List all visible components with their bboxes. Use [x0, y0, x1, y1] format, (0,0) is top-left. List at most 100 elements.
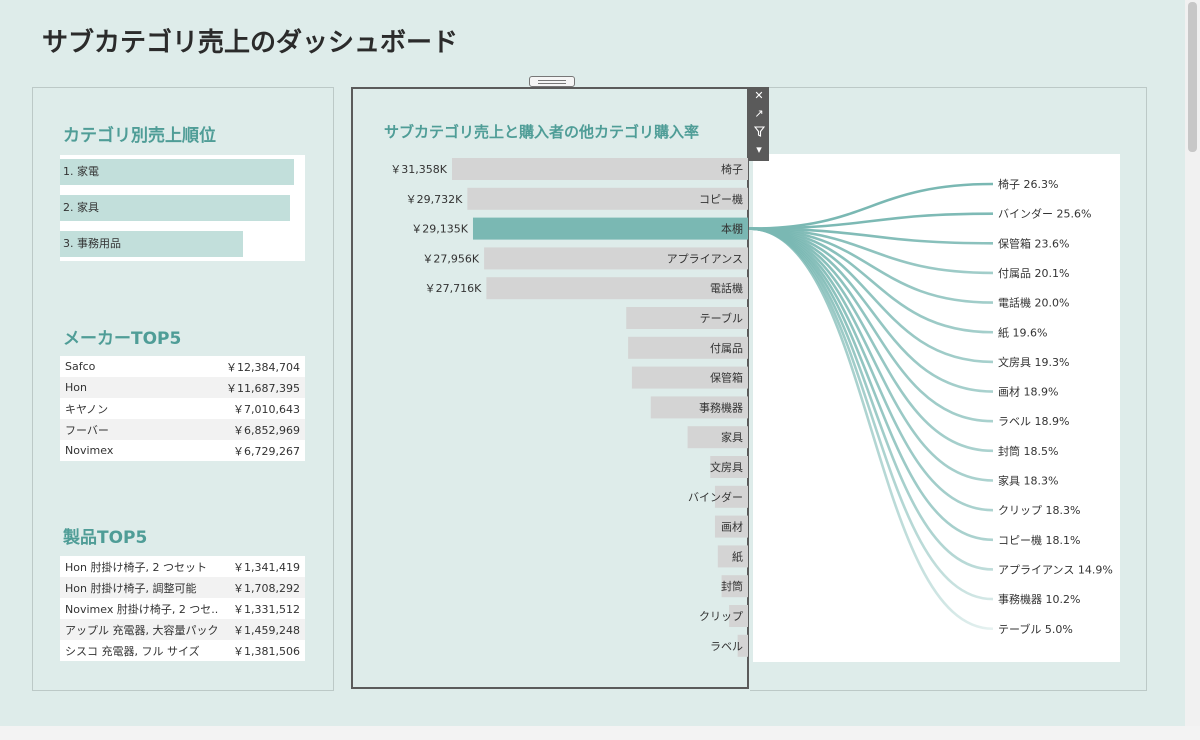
bar-category-label[interactable]: 椅子 — [721, 162, 743, 176]
table-row[interactable]: Hon 肘掛け椅子, 調整可能 ￥1,708,292 — [60, 577, 305, 598]
close-icon[interactable]: ✕ — [754, 89, 764, 102]
bar-3[interactable] — [484, 247, 748, 270]
bar-4[interactable] — [486, 277, 748, 300]
flow-8[interactable] — [748, 227, 994, 423]
table-row[interactable]: Safco ￥12,384,704 — [60, 356, 305, 377]
bar-10[interactable] — [710, 456, 748, 478]
product-name: アップル 充電器, 大容量パック — [60, 619, 227, 640]
bar-5[interactable] — [626, 307, 748, 329]
flow-0[interactable] — [748, 182, 994, 230]
category-rank-bar[interactable] — [60, 231, 243, 257]
bar-value-label[interactable]: ￥27,956K — [422, 252, 479, 265]
sankey-target-label: アプライアンス 14.9% — [998, 563, 1113, 576]
product-top5-table: Hon 肘掛け椅子, 2 つセット ￥1,341,419 Hon 肘掛け椅子, 調… — [60, 556, 305, 661]
table-row[interactable]: Novimex ￥6,729,267 — [60, 440, 305, 461]
bar-category-label[interactable]: コピー機 — [699, 192, 743, 206]
flow-15[interactable] — [748, 227, 994, 631]
bar-0[interactable] — [452, 158, 748, 180]
more-options-icon[interactable]: ▾ — [756, 143, 762, 156]
category-rank-bar[interactable] — [60, 159, 294, 185]
sankey-target-label: 文房具 19.3% — [998, 355, 1069, 369]
sankey-target-label: 家具 18.3% — [998, 474, 1058, 488]
product-name: シスコ 充電器, フル サイズ — [60, 640, 227, 661]
bar-value-label[interactable]: ￥27,716K — [425, 282, 482, 295]
table-row[interactable]: キヤノン ￥7,010,643 — [60, 398, 305, 419]
sankey-target-label: 付属品 20.1% — [998, 267, 1069, 280]
sankey-target-label: ラベル 18.9% — [998, 415, 1069, 428]
maker-top5-table: Safco ￥12,384,704 Hon ￥11,687,395 キヤノン ￥7,0… — [60, 356, 305, 461]
bar-value-label[interactable]: ￥29,135K — [411, 223, 468, 236]
bar-category-label[interactable]: 画材 — [721, 520, 743, 534]
sankey-target-label: 紙 19.6% — [998, 325, 1047, 339]
bar-15[interactable] — [729, 605, 748, 627]
bar-category-label[interactable]: 紙 — [732, 549, 743, 563]
bar-6[interactable] — [628, 336, 748, 359]
drag-handle[interactable] — [529, 76, 575, 87]
table-row[interactable]: アップル 充電器, 大容量パック ￥1,459,248 — [60, 619, 305, 640]
flow-1[interactable] — [748, 212, 994, 230]
table-row[interactable]: Novimex 肘掛け椅子, 2 つセ.. ￥1,331,512 — [60, 598, 305, 619]
sankey-target-label: コピー機 18.1% — [998, 533, 1080, 547]
category-rank-box: 1. 家電 2. 家具 3. 事務用品 — [60, 155, 305, 261]
bar-category-label[interactable]: バインダー — [688, 490, 743, 504]
maker-name: キヤノン — [60, 398, 161, 419]
maker-name: Novimex — [60, 440, 161, 461]
table-row[interactable]: シスコ 充電器, フル サイズ ￥1,381,506 — [60, 640, 305, 661]
table-row[interactable]: Hon 肘掛け椅子, 2 つセット ￥1,341,419 — [60, 556, 305, 577]
maker-sales: ￥12,384,704 — [160, 356, 305, 377]
bar-category-label[interactable]: 家具 — [721, 430, 743, 444]
table-row[interactable]: フーバー ￥6,852,969 — [60, 419, 305, 440]
bar-1[interactable] — [467, 187, 748, 210]
filter-icon[interactable] — [749, 123, 769, 141]
product-sales: ￥1,708,292 — [226, 577, 305, 598]
scrollbar-thumb[interactable] — [1188, 2, 1197, 152]
product-sales: ￥1,341,419 — [226, 556, 305, 577]
bar-12[interactable] — [714, 515, 748, 538]
bar-category-label[interactable]: 事務機器 — [699, 400, 743, 414]
bar-category-label[interactable]: クリップ — [699, 610, 743, 623]
floating-toolbar: ✕ ↗ ▾ — [749, 87, 769, 161]
bar-category-label[interactable]: 保管箱 — [710, 371, 743, 385]
open-in-new-icon[interactable]: ↗ — [754, 107, 764, 120]
bar-8[interactable] — [650, 396, 748, 419]
left-panel — [32, 87, 334, 691]
bar-7[interactable] — [631, 366, 748, 389]
bar-14[interactable] — [721, 575, 748, 598]
table-row[interactable]: Hon ￥11,687,395 — [60, 377, 305, 398]
bar-9[interactable] — [687, 426, 748, 449]
product-sales: ￥1,381,506 — [226, 640, 305, 661]
bar-16[interactable] — [737, 634, 748, 657]
sankey-target-label: 封筒 18.5% — [998, 444, 1058, 458]
bar-category-label[interactable]: 電話機 — [710, 281, 743, 295]
bar-category-label[interactable]: 文房具 — [710, 460, 743, 474]
maker-name: Safco — [60, 356, 161, 377]
bar-2[interactable] — [472, 217, 748, 240]
bar-11[interactable] — [714, 485, 748, 508]
right-panel — [750, 87, 1147, 691]
category-rank-label: 3. 事務用品 — [63, 237, 121, 250]
bar-category-label[interactable]: 付属品 — [710, 342, 743, 355]
bar-value-label[interactable]: ￥29,732K — [406, 193, 463, 206]
product-name: Hon 肘掛け椅子, 2 つセット — [60, 556, 227, 577]
product-name: Novimex 肘掛け椅子, 2 つセ.. — [60, 598, 227, 619]
flow-9[interactable] — [748, 227, 994, 453]
bar-category-label[interactable]: ラベル — [710, 640, 743, 653]
product-sales: ￥1,331,512 — [226, 598, 305, 619]
flow-12[interactable] — [748, 227, 994, 542]
flow-7[interactable] — [748, 227, 994, 393]
sankey-target-label: 画材 18.9% — [998, 385, 1058, 399]
bar-category-label[interactable]: テーブル — [700, 311, 743, 325]
scrollbar-track[interactable] — [1185, 0, 1200, 726]
bar-category-label[interactable]: 本棚 — [721, 222, 743, 236]
bar-category-label[interactable]: アプライアンス — [667, 252, 743, 265]
category-rank-bar[interactable] — [60, 195, 291, 221]
sankey-target-label: 保管箱 23.6% — [998, 236, 1069, 250]
bar-category-label[interactable]: 封筒 — [721, 579, 743, 593]
flow-2[interactable] — [748, 227, 994, 245]
maker-sales: ￥11,687,395 — [160, 377, 305, 398]
maker-sales: ￥6,852,969 — [160, 419, 305, 440]
category-rank-title: カテゴリ別売上順位 — [63, 126, 216, 146]
bar-value-label[interactable]: ￥31,358K — [390, 163, 447, 176]
bar-13[interactable] — [717, 545, 748, 568]
